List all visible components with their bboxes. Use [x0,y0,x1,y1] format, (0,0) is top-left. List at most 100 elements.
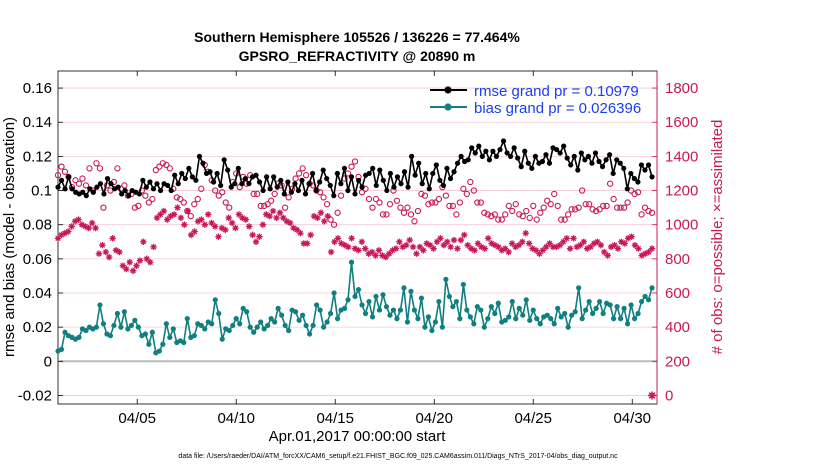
series-assimilated-point [112,247,120,254]
series-bias-point [436,298,442,305]
series-possible-point [61,168,69,175]
series-assimilated-point [508,240,516,247]
series-rmse-point [398,181,404,187]
series-rmse-point [440,182,447,189]
series-assimilated-point [450,236,458,244]
x-tick-label: 04/05 [118,410,156,427]
series-possible-point [397,204,404,211]
series-assimilated-point [525,240,533,247]
series-rmse-point [175,181,181,187]
series-rmse-point [561,143,567,149]
series-rmse-point [232,181,238,187]
series-rmse-point [193,177,199,183]
series-assimilated-point [454,245,461,252]
series-possible-point [561,216,568,223]
series-assimilated-point [467,245,475,252]
series-bias-point [380,292,386,298]
series-possible-point [575,204,582,211]
series-possible-point [432,199,439,206]
series-possible-point [198,185,205,192]
series-assimilated-point [126,259,133,266]
series-assimilated-point [68,223,75,230]
series-assimilated-point [430,245,437,252]
series-rmse-point [348,174,355,180]
series-assimilated-point [495,243,502,251]
series-possible-point [446,202,453,210]
series-possible-point [54,172,62,179]
y-tick-label: 0.06 [23,251,52,268]
series-assimilated-point [529,245,536,252]
series-possible-point [149,195,156,203]
series-rmse-point [172,172,178,178]
series-possible-point [72,177,79,184]
series-rmse-point [430,170,436,177]
y-tick-label: 0.04 [23,285,52,302]
series-possible-point [484,211,491,218]
series-bias-point [467,314,473,320]
series-rmse-point [607,152,613,158]
series-possible-point [554,202,561,210]
series-rmse-point [628,170,634,177]
series-bias-point [163,321,169,327]
series-bias-point [425,314,432,320]
series-rmse-point [338,181,344,187]
series-assimilated-point [181,221,188,228]
series-bias-point [181,339,187,346]
series-rmse-point [182,175,188,182]
series-bias-point [509,298,515,305]
series-possible-point [226,204,233,211]
series-possible-point [166,165,173,172]
series-assimilated-point [474,240,482,247]
series-assimilated-point [566,245,574,252]
series-bias-point [345,297,351,303]
series-bias-point [373,293,379,300]
series-bias-point [334,316,341,322]
series-bias-point [422,324,428,330]
series-bias-point [286,327,292,334]
series-rmse-point [504,150,510,156]
series-possible-point [537,209,544,216]
series-bias-point [481,324,487,330]
series-assimilated-point [133,262,140,269]
series-bias-point [523,297,529,303]
series-possible-point [610,195,617,203]
series-assimilated-point [129,267,137,274]
series-assimilated-point [99,241,106,249]
series-assimilated-point [116,248,123,256]
series-possible-point [648,209,656,216]
series-possible-point [421,192,429,199]
series-assimilated-point [546,240,553,247]
series-rmse-point [444,165,450,171]
series-bias-point [600,310,606,317]
series-rmse-point [299,177,305,183]
series-rmse-point [571,153,577,159]
series-rmse-point [490,148,496,154]
series-rmse-point [621,165,627,171]
series-possible-point [187,213,194,220]
series-rmse-point [126,193,132,199]
series-possible-point [477,199,484,206]
series-possible-point [634,189,642,196]
series-possible-point [334,209,341,216]
series-assimilated-point [426,241,434,249]
series-possible-point [488,213,495,220]
series-assimilated-point [522,230,529,237]
series-possible-point [533,216,540,223]
series-bias-point [558,314,564,320]
series-possible-point [460,185,467,192]
series-rmse-point [186,165,192,171]
series-rmse-point [122,187,128,194]
series-possible-point [631,190,638,198]
series-possible-point [327,216,334,223]
series-assimilated-point [638,252,646,259]
series-rmse-point [87,186,93,192]
series-rmse-point [317,179,323,185]
series-possible-point [138,187,146,194]
series-assimilated-point [307,231,314,239]
series-assimilated-point [413,250,420,257]
series-bias-point [520,312,526,318]
series-bias-point [324,319,330,325]
series-assimilated-point [502,245,509,252]
series-bias-point [191,333,197,339]
series-rmse-point [515,155,521,161]
